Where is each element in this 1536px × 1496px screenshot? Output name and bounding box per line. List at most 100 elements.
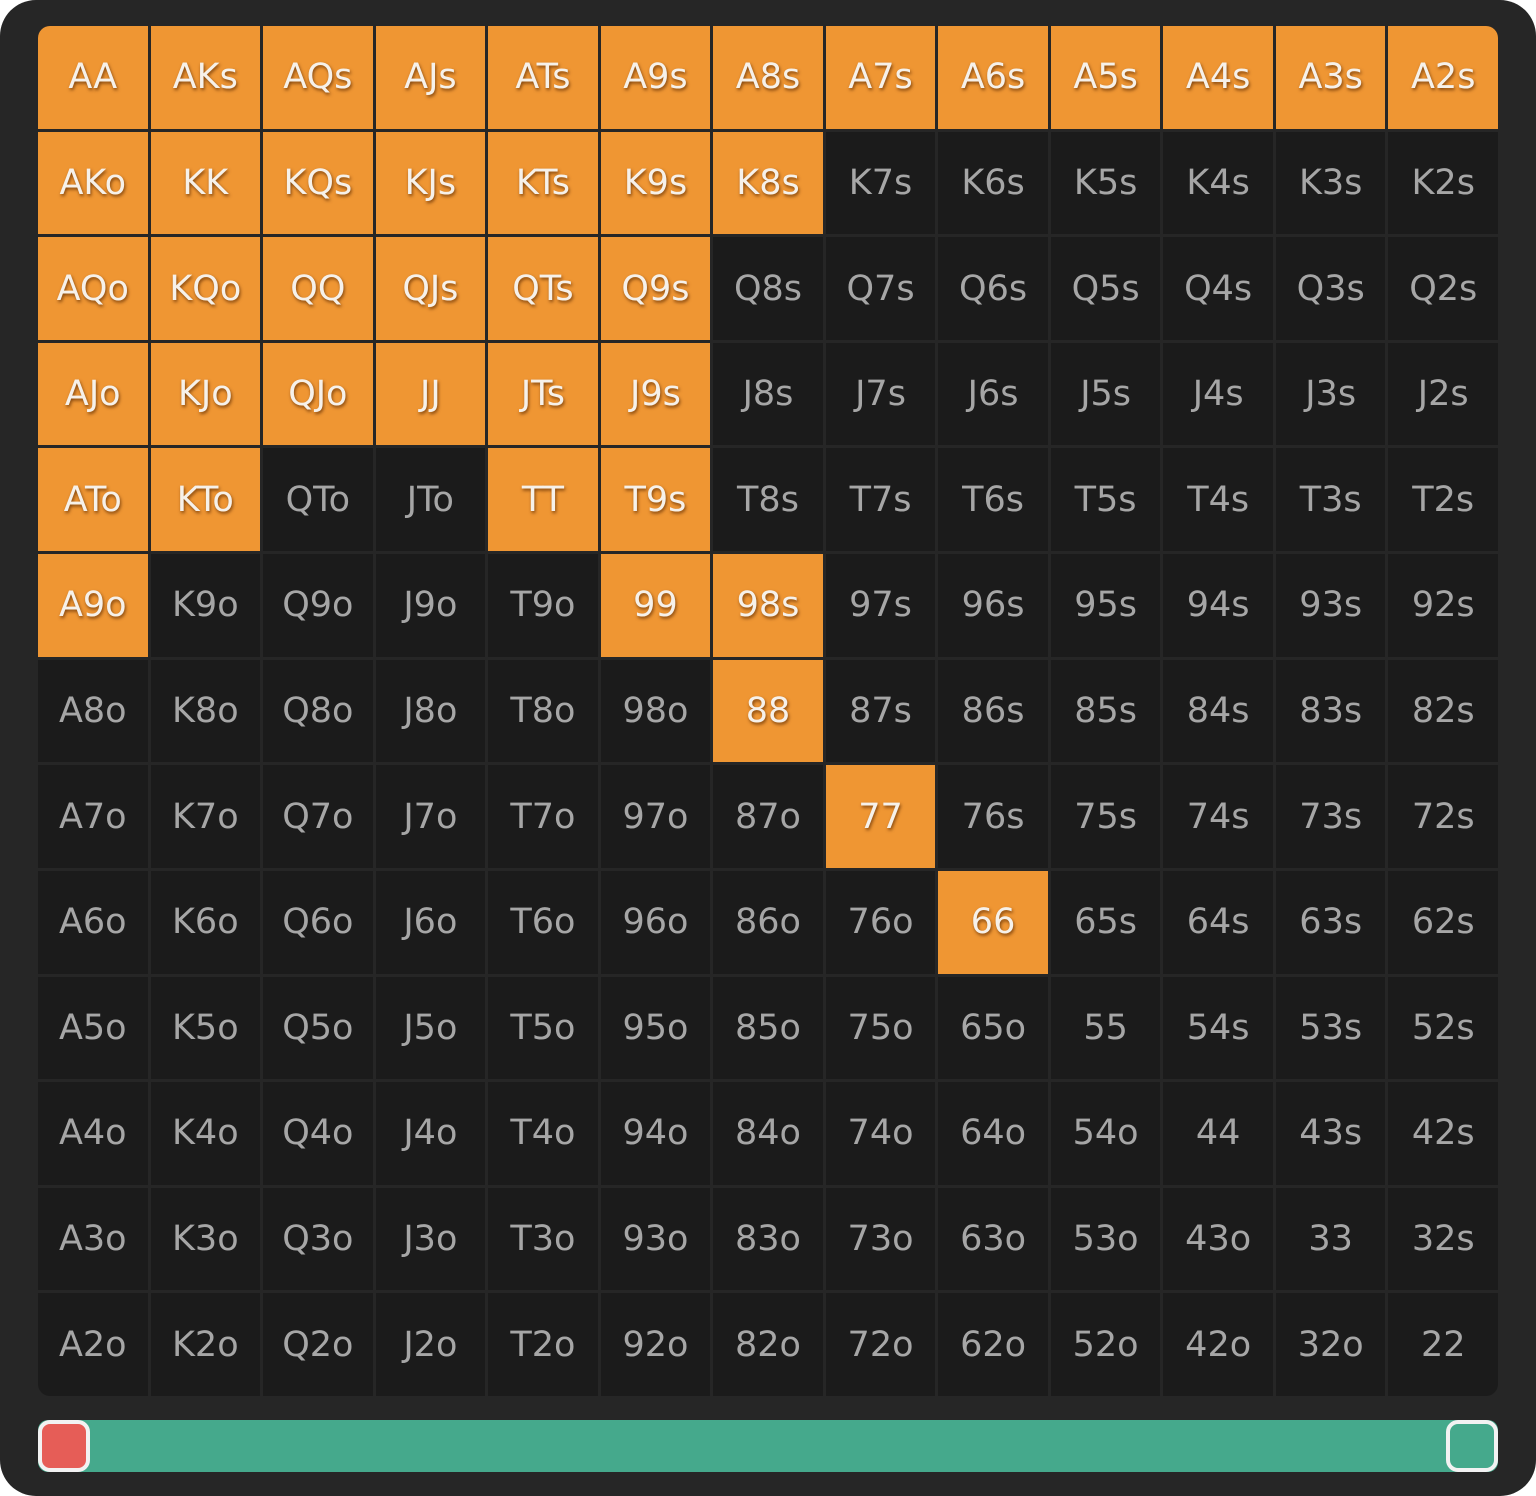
hand-cell-T2s[interactable]: T2s xyxy=(1388,448,1498,552)
hand-cell-Q6o[interactable]: Q6o xyxy=(263,870,373,974)
slider-low-handle[interactable] xyxy=(38,1420,90,1472)
hand-cell-Q7o[interactable]: Q7o xyxy=(263,765,373,868)
hand-cell-85s[interactable]: 85s xyxy=(1050,659,1161,763)
hand-cell-88[interactable]: 88 xyxy=(713,659,823,763)
hand-cell-64s[interactable]: 64s xyxy=(1163,870,1273,974)
hand-cell-K7s[interactable]: K7s xyxy=(825,131,936,235)
hand-cell-77[interactable]: 77 xyxy=(825,765,936,868)
hand-cell-KJs[interactable]: KJs xyxy=(375,131,486,235)
hand-cell-A2s[interactable]: A2s xyxy=(1388,26,1498,129)
hand-cell-QQ[interactable]: QQ xyxy=(263,237,373,340)
hand-cell-K5s[interactable]: K5s xyxy=(1050,131,1161,235)
hand-cell-J3o[interactable]: J3o xyxy=(375,1187,486,1291)
hand-cell-Q2o[interactable]: Q2o xyxy=(263,1293,373,1396)
hand-cell-96s[interactable]: 96s xyxy=(938,554,1048,657)
hand-cell-T4s[interactable]: T4s xyxy=(1163,448,1273,552)
hand-cell-74o[interactable]: 74o xyxy=(825,1082,936,1185)
hand-cell-T4o[interactable]: T4o xyxy=(488,1082,598,1185)
hand-cell-K8s[interactable]: K8s xyxy=(713,131,823,235)
hand-cell-K9s[interactable]: K9s xyxy=(600,131,711,235)
hand-cell-T6o[interactable]: T6o xyxy=(488,870,598,974)
hand-cell-92o[interactable]: 92o xyxy=(600,1293,711,1396)
hand-cell-K9o[interactable]: K9o xyxy=(150,554,261,657)
hand-cell-Q8o[interactable]: Q8o xyxy=(263,659,373,763)
hand-cell-J2o[interactable]: J2o xyxy=(375,1293,486,1396)
hand-cell-76o[interactable]: 76o xyxy=(825,870,936,974)
hand-cell-J7s[interactable]: J7s xyxy=(825,342,936,446)
hand-cell-73o[interactable]: 73o xyxy=(825,1187,936,1291)
hand-cell-62o[interactable]: 62o xyxy=(938,1293,1048,1396)
hand-cell-84o[interactable]: 84o xyxy=(713,1082,823,1185)
hand-cell-Q5s[interactable]: Q5s xyxy=(1050,237,1161,340)
hand-cell-Q2s[interactable]: Q2s xyxy=(1388,237,1498,340)
hand-cell-42s[interactable]: 42s xyxy=(1388,1082,1498,1185)
hand-cell-T3s[interactable]: T3s xyxy=(1275,448,1386,552)
hand-cell-A8o[interactable]: A8o xyxy=(38,659,148,763)
hand-cell-T5o[interactable]: T5o xyxy=(488,976,598,1080)
hand-cell-KTs[interactable]: KTs xyxy=(488,131,598,235)
hand-cell-K8o[interactable]: K8o xyxy=(150,659,261,763)
hand-cell-AJs[interactable]: AJs xyxy=(375,26,486,129)
hand-cell-98s[interactable]: 98s xyxy=(713,554,823,657)
hand-cell-A9s[interactable]: A9s xyxy=(600,26,711,129)
hand-cell-66[interactable]: 66 xyxy=(938,870,1048,974)
hand-cell-A6o[interactable]: A6o xyxy=(38,870,148,974)
hand-cell-J5s[interactable]: J5s xyxy=(1050,342,1161,446)
hand-cell-J9s[interactable]: J9s xyxy=(600,342,711,446)
hand-cell-A9o[interactable]: A9o xyxy=(38,554,148,657)
hand-cell-72o[interactable]: 72o xyxy=(825,1293,936,1396)
hand-cell-55[interactable]: 55 xyxy=(1050,976,1161,1080)
hand-cell-K6o[interactable]: K6o xyxy=(150,870,261,974)
hand-cell-52o[interactable]: 52o xyxy=(1050,1293,1161,1396)
hand-cell-K6s[interactable]: K6s xyxy=(938,131,1048,235)
hand-cell-J7o[interactable]: J7o xyxy=(375,765,486,868)
hand-cell-T7o[interactable]: T7o xyxy=(488,765,598,868)
hand-cell-53s[interactable]: 53s xyxy=(1275,976,1386,1080)
hand-cell-44[interactable]: 44 xyxy=(1163,1082,1273,1185)
hand-cell-73s[interactable]: 73s xyxy=(1275,765,1386,868)
hand-cell-93s[interactable]: 93s xyxy=(1275,554,1386,657)
hand-cell-K7o[interactable]: K7o xyxy=(150,765,261,868)
hand-cell-32o[interactable]: 32o xyxy=(1275,1293,1386,1396)
hand-cell-A8s[interactable]: A8s xyxy=(713,26,823,129)
hand-cell-K3s[interactable]: K3s xyxy=(1275,131,1386,235)
hand-cell-Q6s[interactable]: Q6s xyxy=(938,237,1048,340)
hand-cell-ATo[interactable]: ATo xyxy=(38,448,148,552)
hand-cell-T7s[interactable]: T7s xyxy=(825,448,936,552)
hand-cell-J5o[interactable]: J5o xyxy=(375,976,486,1080)
hand-cell-T6s[interactable]: T6s xyxy=(938,448,1048,552)
hand-cell-A5s[interactable]: A5s xyxy=(1050,26,1161,129)
hand-cell-JTo[interactable]: JTo xyxy=(375,448,486,552)
hand-cell-95s[interactable]: 95s xyxy=(1050,554,1161,657)
hand-cell-T5s[interactable]: T5s xyxy=(1050,448,1161,552)
hand-cell-Q4s[interactable]: Q4s xyxy=(1163,237,1273,340)
hand-cell-94o[interactable]: 94o xyxy=(600,1082,711,1185)
hand-cell-K2s[interactable]: K2s xyxy=(1388,131,1498,235)
hand-cell-ATs[interactable]: ATs xyxy=(488,26,598,129)
hand-cell-63o[interactable]: 63o xyxy=(938,1187,1048,1291)
hand-cell-T8o[interactable]: T8o xyxy=(488,659,598,763)
hand-cell-JTs[interactable]: JTs xyxy=(488,342,598,446)
hand-cell-96o[interactable]: 96o xyxy=(600,870,711,974)
hand-cell-53o[interactable]: 53o xyxy=(1050,1187,1161,1291)
hand-cell-AA[interactable]: AA xyxy=(38,26,148,129)
hand-cell-74s[interactable]: 74s xyxy=(1163,765,1273,868)
hand-cell-JJ[interactable]: JJ xyxy=(375,342,486,446)
hand-cell-KK[interactable]: KK xyxy=(150,131,261,235)
hand-cell-A3o[interactable]: A3o xyxy=(38,1187,148,1291)
hand-cell-K4s[interactable]: K4s xyxy=(1163,131,1273,235)
hand-cell-J6o[interactable]: J6o xyxy=(375,870,486,974)
hand-cell-T2o[interactable]: T2o xyxy=(488,1293,598,1396)
hand-cell-62s[interactable]: 62s xyxy=(1388,870,1498,974)
hand-cell-83s[interactable]: 83s xyxy=(1275,659,1386,763)
hand-cell-KTo[interactable]: KTo xyxy=(150,448,261,552)
hand-cell-82s[interactable]: 82s xyxy=(1388,659,1498,763)
hand-cell-K5o[interactable]: K5o xyxy=(150,976,261,1080)
hand-cell-T8s[interactable]: T8s xyxy=(713,448,823,552)
hand-cell-83o[interactable]: 83o xyxy=(713,1187,823,1291)
hand-cell-A4s[interactable]: A4s xyxy=(1163,26,1273,129)
hand-cell-Q9s[interactable]: Q9s xyxy=(600,237,711,340)
hand-cell-87s[interactable]: 87s xyxy=(825,659,936,763)
hand-cell-J4o[interactable]: J4o xyxy=(375,1082,486,1185)
hand-cell-65s[interactable]: 65s xyxy=(1050,870,1161,974)
